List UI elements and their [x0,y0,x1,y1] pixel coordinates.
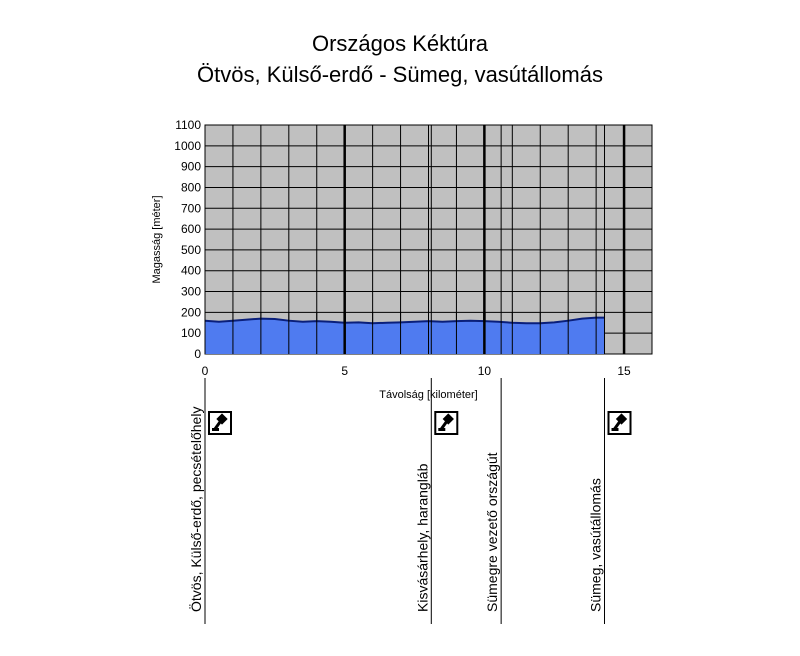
y-axis-ticks: 0 100 200 300 400 500 600 700 800 900 1000 1100 [174,118,201,361]
stamp-icon [434,411,459,435]
waypoint-label: Ötvös, Külső-erdő, pecsételőhely [187,407,204,612]
stamp-icon [208,411,232,435]
y-tick-label: 300 [181,285,201,299]
elevation-area [205,317,605,354]
y-tick-label: 600 [181,222,201,236]
y-tick-label: 100 [181,326,201,340]
stamp-icon [607,411,632,435]
y-tick-label: 1100 [175,118,201,132]
y-tick-label: 700 [181,201,201,215]
waypoint-labels: Ötvös, Külső-erdő, pecsételőhely Kisvásár… [187,407,632,612]
chart-title: Országos Kéktúra [311,31,489,56]
x-tick-label: 15 [617,364,631,378]
y-tick-label: 900 [181,160,201,174]
y-tick-label: 800 [181,180,201,194]
waypoint-label: Sümeg, vasútállomás [588,478,604,612]
x-axis-label: Távolság [kilométer] [379,389,477,401]
waypoint-label: Kisvásárhely, harangláb [414,463,430,612]
x-tick-label: 5 [341,364,348,378]
y-tick-label: 400 [181,264,201,278]
x-axis-ticks: 0 5 10 15 [202,364,631,378]
elevation-line [204,316,605,325]
waypoint-label: Sümegre vezető országút [484,452,500,612]
x-tick-label: 0 [202,364,209,378]
y-tick-label: 200 [181,305,201,319]
chart-subtitle: Ötvös, Külső-erdő - Sümeg, vasútállomás [197,62,603,87]
y-axis-label: Magasság [méter] [151,195,163,283]
waypoint-markers [204,125,606,624]
y-tick-label: 1000 [174,139,201,153]
y-tick-label: 500 [181,243,201,257]
x-tick-label: 10 [478,364,492,378]
y-tick-label: 0 [194,347,201,361]
